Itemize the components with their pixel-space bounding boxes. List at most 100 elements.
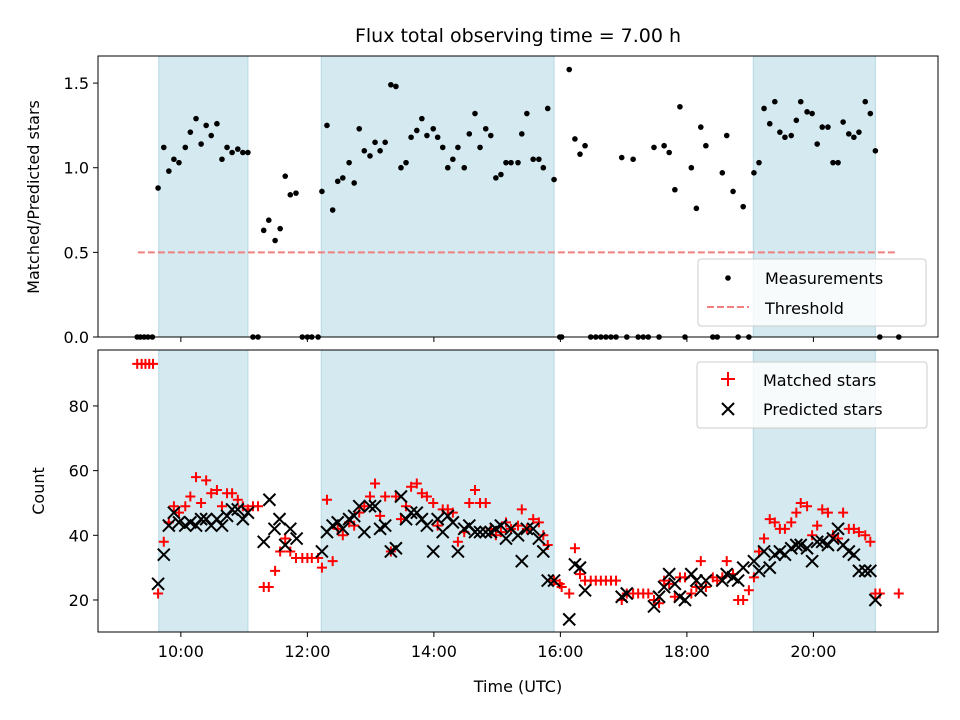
predicted-stars-point xyxy=(536,544,551,559)
predicted-stars-point xyxy=(858,564,872,578)
measurement-point xyxy=(651,144,657,151)
measurement-point xyxy=(788,132,795,139)
matched-stars-point xyxy=(452,536,463,547)
measurement-point xyxy=(393,83,399,90)
measurement-point xyxy=(282,173,289,179)
measurement-point xyxy=(493,175,499,181)
predicted-stars-point xyxy=(347,509,361,523)
predicted-stars-point xyxy=(283,522,297,536)
predicted-stars-point xyxy=(430,512,445,526)
predicted-stars-point xyxy=(810,535,824,549)
measurement-point xyxy=(403,159,409,166)
measurement-point xyxy=(265,217,272,223)
matched-stars-point xyxy=(822,507,833,518)
predicted-stars-point xyxy=(272,512,287,526)
matched-stars-point xyxy=(168,501,179,512)
legend-predicted-marker xyxy=(721,402,735,416)
predicted-stars-point xyxy=(515,554,529,568)
measurement-point xyxy=(224,144,230,151)
measurement-point xyxy=(346,159,352,166)
predicted-stars-point xyxy=(479,525,493,539)
matched-stars-point xyxy=(893,588,904,599)
predicted-stars-point xyxy=(694,583,708,597)
measurement-point xyxy=(182,144,189,151)
matched-stars-point xyxy=(721,556,732,567)
measurement-point xyxy=(388,81,394,88)
predicted-stars-point xyxy=(657,580,671,594)
matched-stars-point xyxy=(447,507,458,518)
predicted-stars-point xyxy=(620,586,634,601)
measurement-point xyxy=(825,124,831,130)
measurement-point xyxy=(536,156,542,163)
matched-stars-point xyxy=(779,523,790,534)
measurement-point xyxy=(482,125,489,132)
measurement-point xyxy=(176,159,182,166)
predicted-stars-point xyxy=(225,502,239,517)
predicted-stars-point xyxy=(678,593,692,607)
matched-stars-point xyxy=(860,530,871,541)
measurement-point xyxy=(287,192,294,198)
predicted-stars-point xyxy=(736,560,750,575)
measurement-point xyxy=(424,132,430,139)
measurement-point xyxy=(761,105,767,112)
predicted-stars-point xyxy=(446,515,460,530)
predicted-stars-point xyxy=(420,518,434,533)
predicted-stars-point xyxy=(868,593,883,607)
y-tick-label: 40 xyxy=(69,526,89,545)
measurement-point xyxy=(777,129,783,135)
measurement-point xyxy=(477,144,483,151)
measurement-point xyxy=(171,156,177,163)
matched-stars-point xyxy=(865,536,876,547)
measurement-point xyxy=(155,185,161,191)
measurement-point xyxy=(751,170,757,176)
measurement-point xyxy=(551,176,557,183)
measurement-point xyxy=(324,122,330,129)
measurement-point xyxy=(698,124,704,130)
predicted-stars-point xyxy=(262,493,277,507)
measurement-point xyxy=(413,127,420,134)
matched-stars-point xyxy=(764,514,775,525)
measurement-point xyxy=(398,164,404,171)
predicted-stars-point xyxy=(662,567,676,581)
matched-stars-point xyxy=(838,507,849,518)
legend-box xyxy=(697,258,927,327)
legend-box xyxy=(696,361,928,429)
matched-stars-point xyxy=(769,517,780,528)
predicted-stars-point xyxy=(573,560,587,575)
predicted-stars-point xyxy=(257,535,271,549)
ratio-axes: 0.0 0.5 1.0 1.5 xyxy=(64,55,939,347)
measurement-point xyxy=(466,131,473,137)
measurement-point xyxy=(723,132,730,139)
matched-stars-point xyxy=(263,582,274,593)
predicted-stars-point xyxy=(526,522,540,536)
x-tick-label: 18:00 xyxy=(664,642,710,661)
matched-stars-point xyxy=(480,497,491,508)
matched-stars-point xyxy=(201,475,212,486)
matched-stars-point xyxy=(759,533,770,544)
measurement-point xyxy=(672,186,678,193)
measurement-point xyxy=(444,164,451,171)
predicted-stars-point xyxy=(378,518,392,533)
measurement-point xyxy=(372,139,378,146)
predicted-stars-point xyxy=(863,564,878,578)
measurement-point xyxy=(867,110,874,117)
measurement-point xyxy=(719,170,726,176)
measurement-point xyxy=(272,237,278,244)
measurement-point xyxy=(455,144,461,151)
measurement-point xyxy=(515,159,521,166)
measurement-point xyxy=(229,149,235,156)
predicted-stars-point xyxy=(157,548,171,562)
predicted-stars-point xyxy=(352,499,366,513)
matched-stars-point xyxy=(411,478,422,489)
matched-stars-point xyxy=(556,582,567,593)
matched-stars-point xyxy=(232,494,243,505)
matched-stars-point xyxy=(390,491,401,502)
matched-stars-point xyxy=(795,497,806,508)
measurement-point xyxy=(518,131,525,137)
top-y-axis-label: Matched/Predicted stars xyxy=(24,100,43,294)
measurement-point xyxy=(819,124,826,130)
measurement-point xyxy=(730,188,736,195)
predicted-stars-point xyxy=(473,525,487,539)
measurement-point xyxy=(797,98,804,105)
matched-stars-point xyxy=(817,504,828,515)
